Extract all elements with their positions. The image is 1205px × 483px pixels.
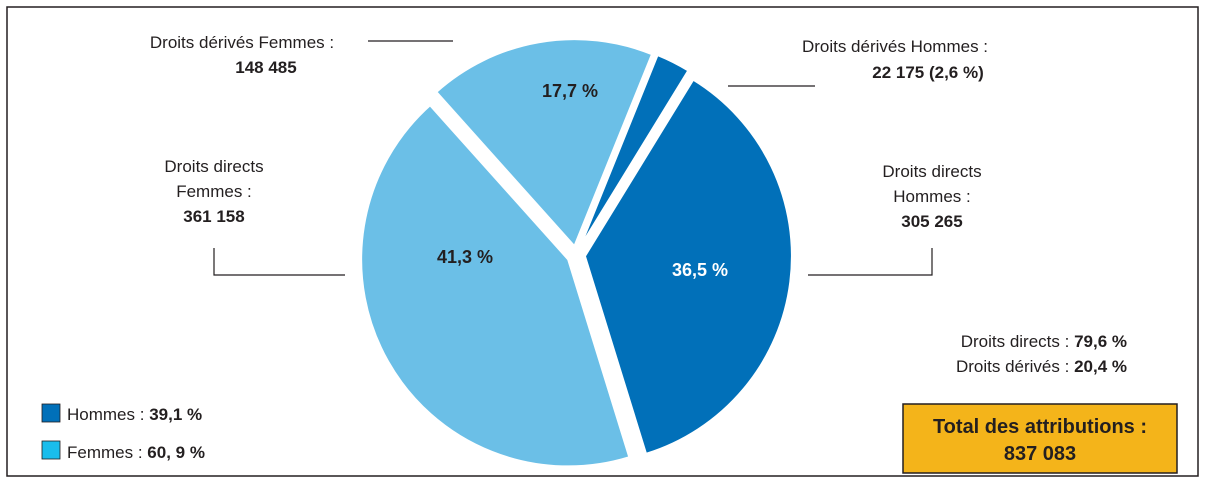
leader-line-directs-hommes xyxy=(808,248,933,276)
callout-directs-hommes-value: 305 265 xyxy=(901,212,962,231)
callout-directs-femmes-line2: Femmes : xyxy=(176,182,252,201)
pie-slices xyxy=(360,38,793,468)
summary-derives: Droits dérivés : 20,4 % xyxy=(956,357,1127,376)
summary-directs: Droits directs : 79,6 % xyxy=(961,332,1127,351)
callout-derives-femmes-value: 148 485 xyxy=(235,58,296,77)
legend-item-femmes: Femmes : 60, 9 % xyxy=(67,443,205,462)
legend-swatch-femmes xyxy=(41,440,61,460)
summary-derives-label: Droits dérivés : xyxy=(956,357,1074,376)
slice-pct-label-directs-femmes: 41,3 % xyxy=(437,247,493,267)
chart-frame xyxy=(6,6,1199,477)
legend-swatch-hommes xyxy=(41,403,61,423)
callout-derives-hommes-label: Droits dérivés Hommes : xyxy=(802,37,988,56)
slice-pct-label-directs-hommes: 36,5 % xyxy=(672,260,728,280)
summary-directs-value: 79,6 % xyxy=(1074,332,1127,351)
slice-pct-label-derives-femmes: 17,7 % xyxy=(542,81,598,101)
legend-femmes-value: 60, 9 % xyxy=(147,443,205,462)
legend-hommes-value: 39,1 % xyxy=(149,405,202,424)
slice-derives-femmes xyxy=(434,38,654,248)
total-box xyxy=(902,403,1178,474)
callout-directs-hommes-line1: Droits directs xyxy=(882,162,981,181)
leader-line-directs-femmes xyxy=(213,248,345,276)
total-label: Total des attributions : xyxy=(933,416,1147,438)
slice-directs-femmes xyxy=(360,103,631,468)
summary-directs-label: Droits directs : xyxy=(961,332,1074,351)
callout-directs-hommes-line2: Hommes : xyxy=(893,187,970,206)
slice-derives-hommes xyxy=(579,53,690,248)
callout-directs-femmes-value: 361 158 xyxy=(183,207,244,226)
legend-femmes-label: Femmes : xyxy=(67,443,147,462)
summary-derives-value: 20,4 % xyxy=(1074,357,1127,376)
callout-derives-femmes-label: Droits dérivés Femmes : xyxy=(150,33,334,52)
legend-item-hommes: Hommes : 39,1 % xyxy=(67,405,202,424)
callout-directs-femmes-line1: Droits directs xyxy=(164,157,263,176)
legend-hommes-label: Hommes : xyxy=(67,405,149,424)
slice-directs-hommes xyxy=(583,78,793,456)
callout-derives-hommes-value: 22 175 (2,6 %) xyxy=(872,63,984,82)
total-value: 837 083 xyxy=(1004,443,1076,465)
